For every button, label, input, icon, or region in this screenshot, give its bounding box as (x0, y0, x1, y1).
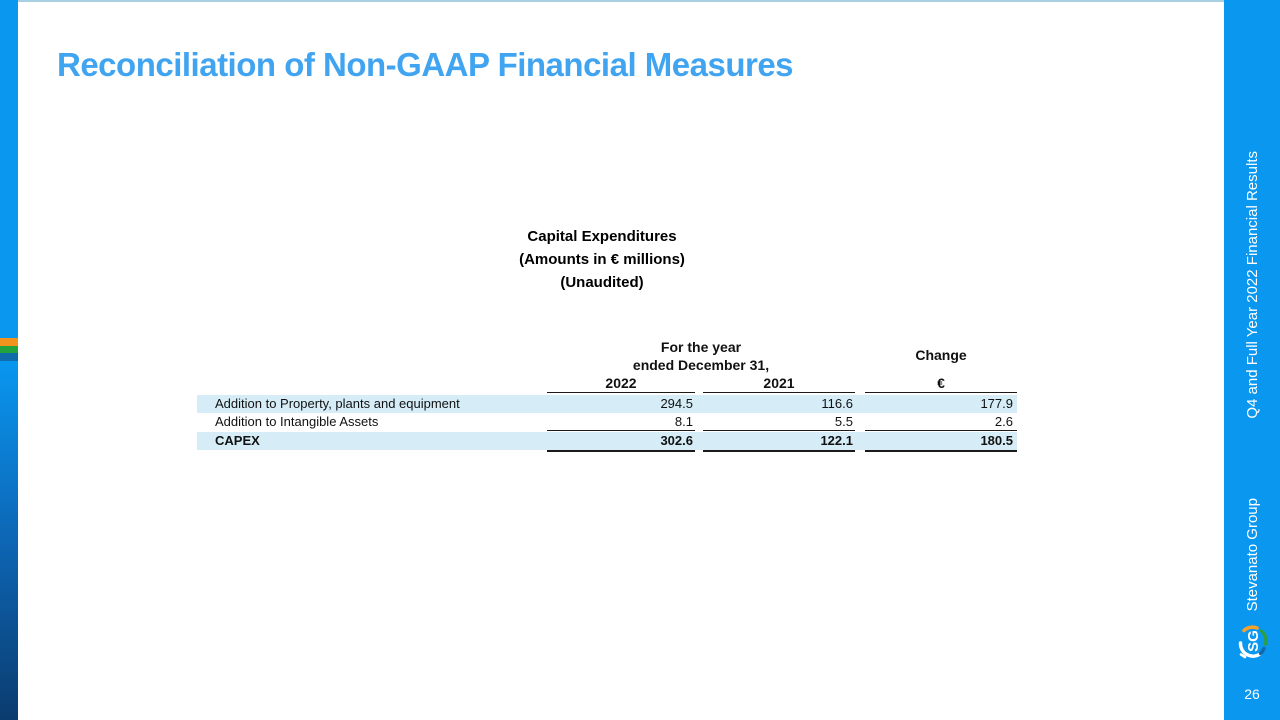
period-header-line-1: For the year (660, 339, 742, 355)
mid-rule-col-2021 (703, 430, 855, 431)
bottom-rule-col-2021 (703, 450, 855, 452)
row-value-2022: 294.5 (660, 396, 693, 411)
sg-logo-icon: SG (1238, 625, 1268, 659)
page-number: 26 (1244, 686, 1260, 702)
change-unit-header: € (937, 375, 945, 391)
left-bar-green-stripe (0, 346, 18, 353)
row-value-2021: 5.5 (834, 414, 853, 429)
bottom-rule-col-change (865, 450, 1017, 452)
bottom-rule-col-2022 (547, 450, 695, 452)
row-label: Addition to Intangible Assets (215, 414, 379, 429)
table-row-total: CAPEX 302.6 122.1 180.5 (197, 432, 1017, 450)
header-rule-col-change (865, 392, 1017, 393)
row-value-2022: 302.6 (660, 433, 693, 448)
change-column-header: Change (915, 347, 967, 363)
page-title: Reconciliation of Non-GAAP Financial Mea… (57, 46, 794, 83)
row-value-2021: 116.6 (821, 396, 853, 411)
sg-monogram: SG (1245, 630, 1262, 652)
left-bar-orange-stripe (0, 338, 18, 346)
mid-rule-col-2022 (547, 430, 695, 431)
table-row: Addition to Intangible Assets 8.1 5.5 2.… (197, 413, 1017, 430)
brand-name-text: Stevanato Group (1243, 498, 1261, 612)
row-value-2021: 122.1 (820, 433, 853, 448)
sidebar-deck-title: Q4 and Full Year 2022 Financial Results (1224, 150, 1280, 420)
left-accent-bar (0, 0, 18, 720)
column-header-2021: 2021 (763, 375, 795, 391)
left-bar-steel-stripe (0, 353, 18, 361)
row-value-change: 180.5 (980, 433, 1013, 448)
column-header-2022: 2022 (605, 375, 637, 391)
period-header-line-2: ended December 31, (632, 357, 770, 373)
table-caption: Capital Expenditures (Amounts in € milli… (402, 225, 802, 294)
caption-line-2: (Amounts in € millions) (519, 251, 685, 268)
period-column-header: For the year ended December 31, (547, 338, 855, 374)
right-sidebar-bar (1224, 0, 1280, 720)
caption-line-1: Capital Expenditures (527, 228, 677, 245)
table-row: Addition to Property, plants and equipme… (197, 395, 1017, 413)
mid-rule-col-change (865, 430, 1017, 431)
row-value-change: 2.6 (994, 414, 1013, 429)
header-rule-col-2021 (703, 392, 855, 393)
header-rule-col-2022 (547, 392, 695, 393)
row-label: CAPEX (215, 433, 260, 448)
row-value-change: 177.9 (980, 396, 1013, 411)
sidebar-brand-name: Stevanato Group (1224, 492, 1280, 618)
caption-line-3: (Unaudited) (560, 274, 644, 291)
deck-title-text: Q4 and Full Year 2022 Financial Results (1243, 151, 1261, 419)
row-value-2022: 8.1 (674, 414, 693, 429)
stevanato-group-logo: SG (1231, 618, 1273, 664)
top-edge-line (18, 0, 1224, 2)
row-label: Addition to Property, plants and equipme… (215, 396, 460, 411)
